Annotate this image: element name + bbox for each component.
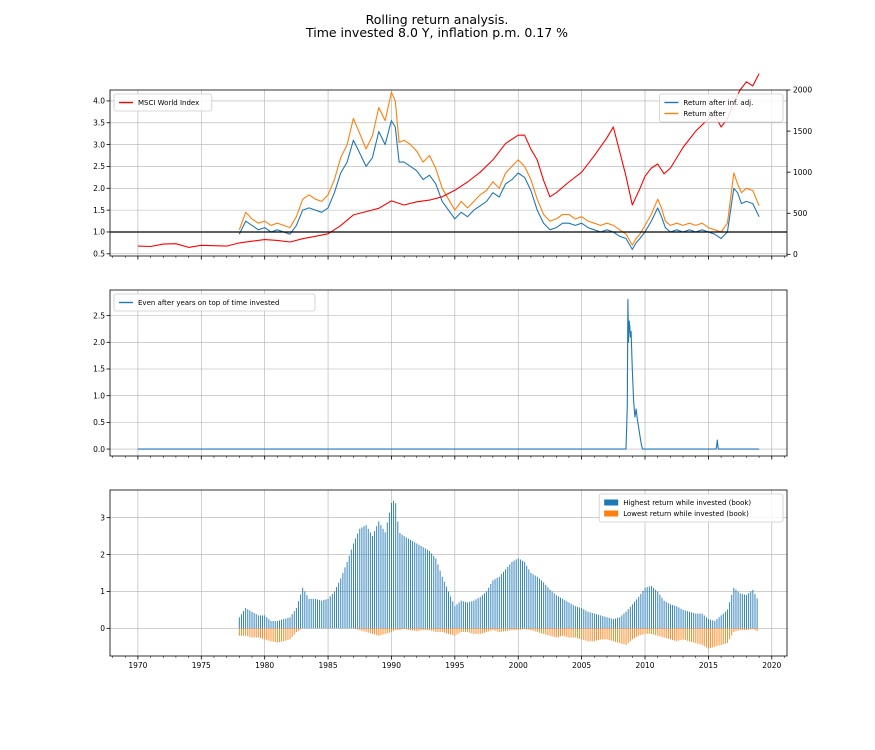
legend-label: Even after years on top of time invested [138,299,279,307]
x-tick-label: 1975 [192,661,211,670]
chart-title-line-2: Time invested 8.0 Y, inflation p.m. 0.17… [305,25,568,40]
y-tick-label: 2.0 [93,338,105,347]
y-tick-label: 2.5 [93,311,105,320]
y-tick-label: 2.0 [93,184,105,193]
legend-label: Lowest return while invested (book) [623,510,749,518]
y-tick-label: 3 [100,513,105,522]
legend-label: Return after [683,110,725,118]
x-tick-label: 1990 [382,661,401,670]
y-tick-label: 1.5 [93,206,105,215]
x-tick-label: 2000 [509,661,528,670]
axes-frame [109,289,788,457]
y2-tick-label: 1500 [793,127,812,136]
legend-label: Highest return while invested (book) [623,499,751,507]
x-tick-label: 1980 [255,661,274,670]
panel-middle: 0.0 0.5 1.0 1.5 2.0 2.5 Even after years on to… [93,289,788,460]
legend-box [598,493,784,523]
plot-area [110,290,787,456]
y-tick-label: 2 [100,550,105,559]
series-line-msci-world-index [137,73,760,248]
x-tick-label: 1995 [445,661,464,670]
chart-title-line-1: Rolling return analysis. [366,12,509,27]
axes-frame [109,489,788,657]
y-tick-label: 2.5 [93,162,105,171]
panel-top: 0.5 1.0 1.5 2.0 2.5 3.0 3.5 4.0 0 500 1000 1500 2000… [93,73,812,260]
y-tick-label: 1.0 [93,391,105,400]
series-line-return-after-inf-adj- [238,120,760,250]
x-tick-label: 1970 [128,661,147,670]
y-tick-label: 0.0 [93,445,105,454]
legend-swatch [604,499,619,506]
y-tick-label: 4.0 [93,97,105,106]
y-tick-label: 0 [100,624,105,633]
axes-frame [109,89,788,257]
y2-tick-label: 500 [793,209,808,218]
legend-box [113,93,213,112]
legend-top-right: Return after inf. adj. Return after [659,93,784,123]
legend-swatch [604,510,619,517]
legend-middle-left: Even after years on top of time invested [113,293,316,312]
y2-tick-label: 1000 [793,168,812,177]
series-line-return-after [238,91,760,246]
legend-top-left: MSCI World Index [113,93,213,112]
y2-tick-label: 0 [793,250,798,259]
legend-bottom-right: Highest return while invested (book) Lowe… [598,493,784,523]
y-tick-label: 1.5 [93,365,105,374]
panel-bottom: 1970 1975 1980 1985 1990 1995 2000 2005 2010 2015… [100,489,788,670]
legend-label: Return after inf. adj. [683,99,753,107]
x-tick-label: 2010 [635,661,654,670]
legend-label: MSCI World Index [138,99,199,107]
series-line-even-after-years [137,299,760,450]
legend-box [113,293,316,312]
y-tick-label: 3.0 [93,140,105,149]
y-tick-label: 1 [100,587,105,596]
legend-box [659,93,784,123]
x-tick-label: 2005 [572,661,591,670]
y-tick-label: 1.0 [93,228,105,237]
x-tick-label: 2020 [762,661,781,670]
x-tick-label: 1985 [319,661,338,670]
y2-tick-label: 2000 [793,86,812,95]
y-tick-label: 0.5 [93,250,105,259]
x-tick-label: 2015 [699,661,718,670]
y-tick-label: 3.5 [93,118,105,127]
y-tick-label: 0.5 [93,418,105,427]
